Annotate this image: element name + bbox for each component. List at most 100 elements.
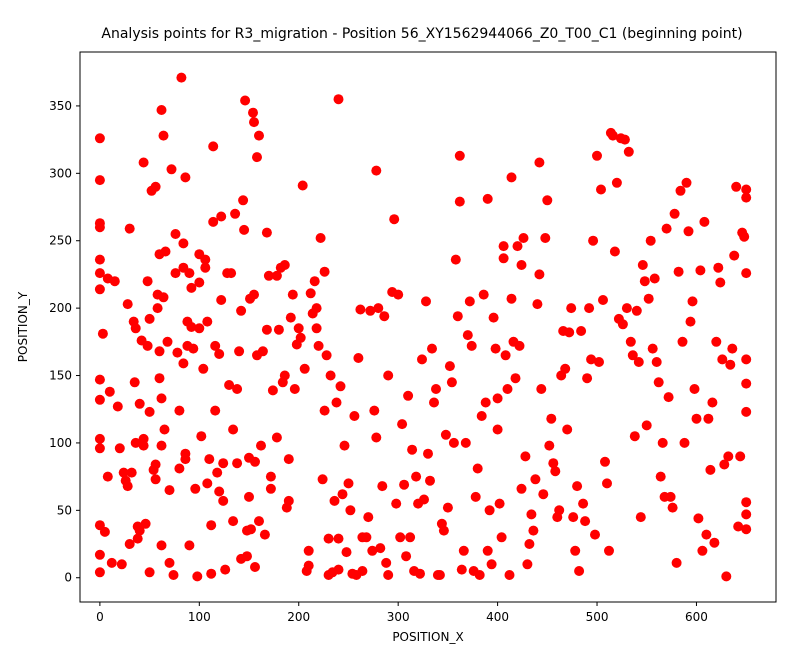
data-point bbox=[116, 559, 127, 570]
plot-frame bbox=[79, 51, 777, 603]
data-point bbox=[741, 184, 752, 195]
data-point bbox=[592, 150, 602, 161]
data-point bbox=[580, 516, 591, 527]
data-point bbox=[705, 464, 716, 475]
data-point bbox=[371, 432, 382, 443]
data-point bbox=[341, 547, 352, 558]
data-point bbox=[265, 471, 276, 482]
data-point bbox=[586, 354, 597, 365]
data-point bbox=[230, 208, 241, 219]
data-point bbox=[415, 568, 425, 579]
data-point bbox=[431, 384, 441, 394]
data-point bbox=[214, 349, 225, 359]
data-point bbox=[319, 405, 330, 416]
data-point bbox=[311, 323, 322, 334]
data-point bbox=[200, 262, 211, 273]
data-point bbox=[331, 397, 342, 408]
data-point bbox=[546, 413, 557, 424]
data-point bbox=[629, 431, 640, 442]
data-point bbox=[741, 268, 752, 279]
y-tick-label: 250 bbox=[49, 234, 72, 248]
data-point bbox=[687, 296, 698, 307]
data-point bbox=[520, 451, 531, 462]
data-point bbox=[627, 350, 638, 361]
data-point bbox=[492, 393, 503, 404]
data-point bbox=[303, 545, 314, 556]
data-point bbox=[333, 533, 344, 544]
data-point bbox=[210, 340, 221, 351]
data-point bbox=[236, 305, 247, 316]
data-point bbox=[156, 105, 167, 115]
data-point bbox=[134, 398, 145, 409]
data-point bbox=[524, 539, 535, 549]
data-point bbox=[361, 532, 372, 543]
data-point bbox=[454, 150, 465, 161]
data-point bbox=[162, 336, 173, 347]
data-point bbox=[126, 467, 137, 478]
data-point bbox=[657, 437, 668, 448]
data-point bbox=[653, 377, 664, 388]
data-point bbox=[188, 343, 199, 354]
data-point bbox=[715, 277, 726, 288]
data-point bbox=[104, 386, 115, 397]
data-point bbox=[200, 254, 211, 265]
data-point bbox=[299, 363, 310, 374]
data-point bbox=[156, 440, 167, 451]
data-point bbox=[186, 282, 197, 293]
data-point bbox=[488, 312, 499, 323]
chart-title: Analysis points for R3_migration - Posit… bbox=[101, 26, 742, 42]
data-point bbox=[208, 216, 219, 227]
data-point bbox=[623, 146, 634, 157]
data-point bbox=[180, 172, 191, 183]
data-point bbox=[611, 177, 622, 188]
data-point bbox=[371, 165, 382, 176]
data-point bbox=[492, 424, 503, 435]
data-point bbox=[138, 157, 149, 168]
data-point bbox=[494, 498, 505, 509]
data-point bbox=[574, 566, 585, 576]
data-point bbox=[156, 393, 167, 404]
data-point bbox=[450, 254, 461, 265]
data-point bbox=[220, 564, 231, 575]
data-point bbox=[498, 253, 509, 264]
data-point bbox=[675, 185, 686, 196]
data-point bbox=[240, 95, 251, 106]
data-point bbox=[309, 276, 320, 287]
data-point bbox=[317, 474, 328, 485]
data-point bbox=[194, 277, 205, 288]
data-point bbox=[154, 346, 165, 357]
data-point bbox=[452, 311, 463, 322]
data-point bbox=[484, 505, 495, 516]
data-point bbox=[741, 378, 752, 389]
data-point bbox=[129, 377, 140, 388]
data-point bbox=[731, 181, 742, 192]
data-point bbox=[480, 397, 491, 408]
data-point bbox=[458, 545, 469, 556]
data-point bbox=[134, 525, 145, 536]
data-point bbox=[142, 340, 153, 351]
data-point bbox=[564, 327, 575, 338]
data-point bbox=[723, 451, 734, 462]
data-point bbox=[158, 130, 169, 141]
data-point bbox=[94, 133, 105, 144]
data-point bbox=[530, 474, 541, 485]
data-point bbox=[510, 373, 521, 384]
data-point bbox=[617, 319, 628, 330]
data-point bbox=[329, 495, 340, 506]
data-point bbox=[655, 471, 666, 482]
data-point bbox=[534, 269, 545, 280]
y-axis-label: POSITION_Y bbox=[16, 291, 30, 362]
data-point bbox=[279, 370, 290, 381]
data-point bbox=[699, 216, 710, 227]
data-point bbox=[252, 152, 262, 163]
data-point bbox=[673, 266, 684, 277]
data-point bbox=[721, 571, 732, 582]
data-point bbox=[476, 411, 487, 421]
data-point bbox=[109, 276, 120, 287]
data-point bbox=[273, 324, 284, 335]
data-point bbox=[271, 432, 282, 443]
data-point bbox=[538, 489, 549, 500]
data-point bbox=[174, 405, 185, 416]
data-point bbox=[741, 192, 752, 203]
